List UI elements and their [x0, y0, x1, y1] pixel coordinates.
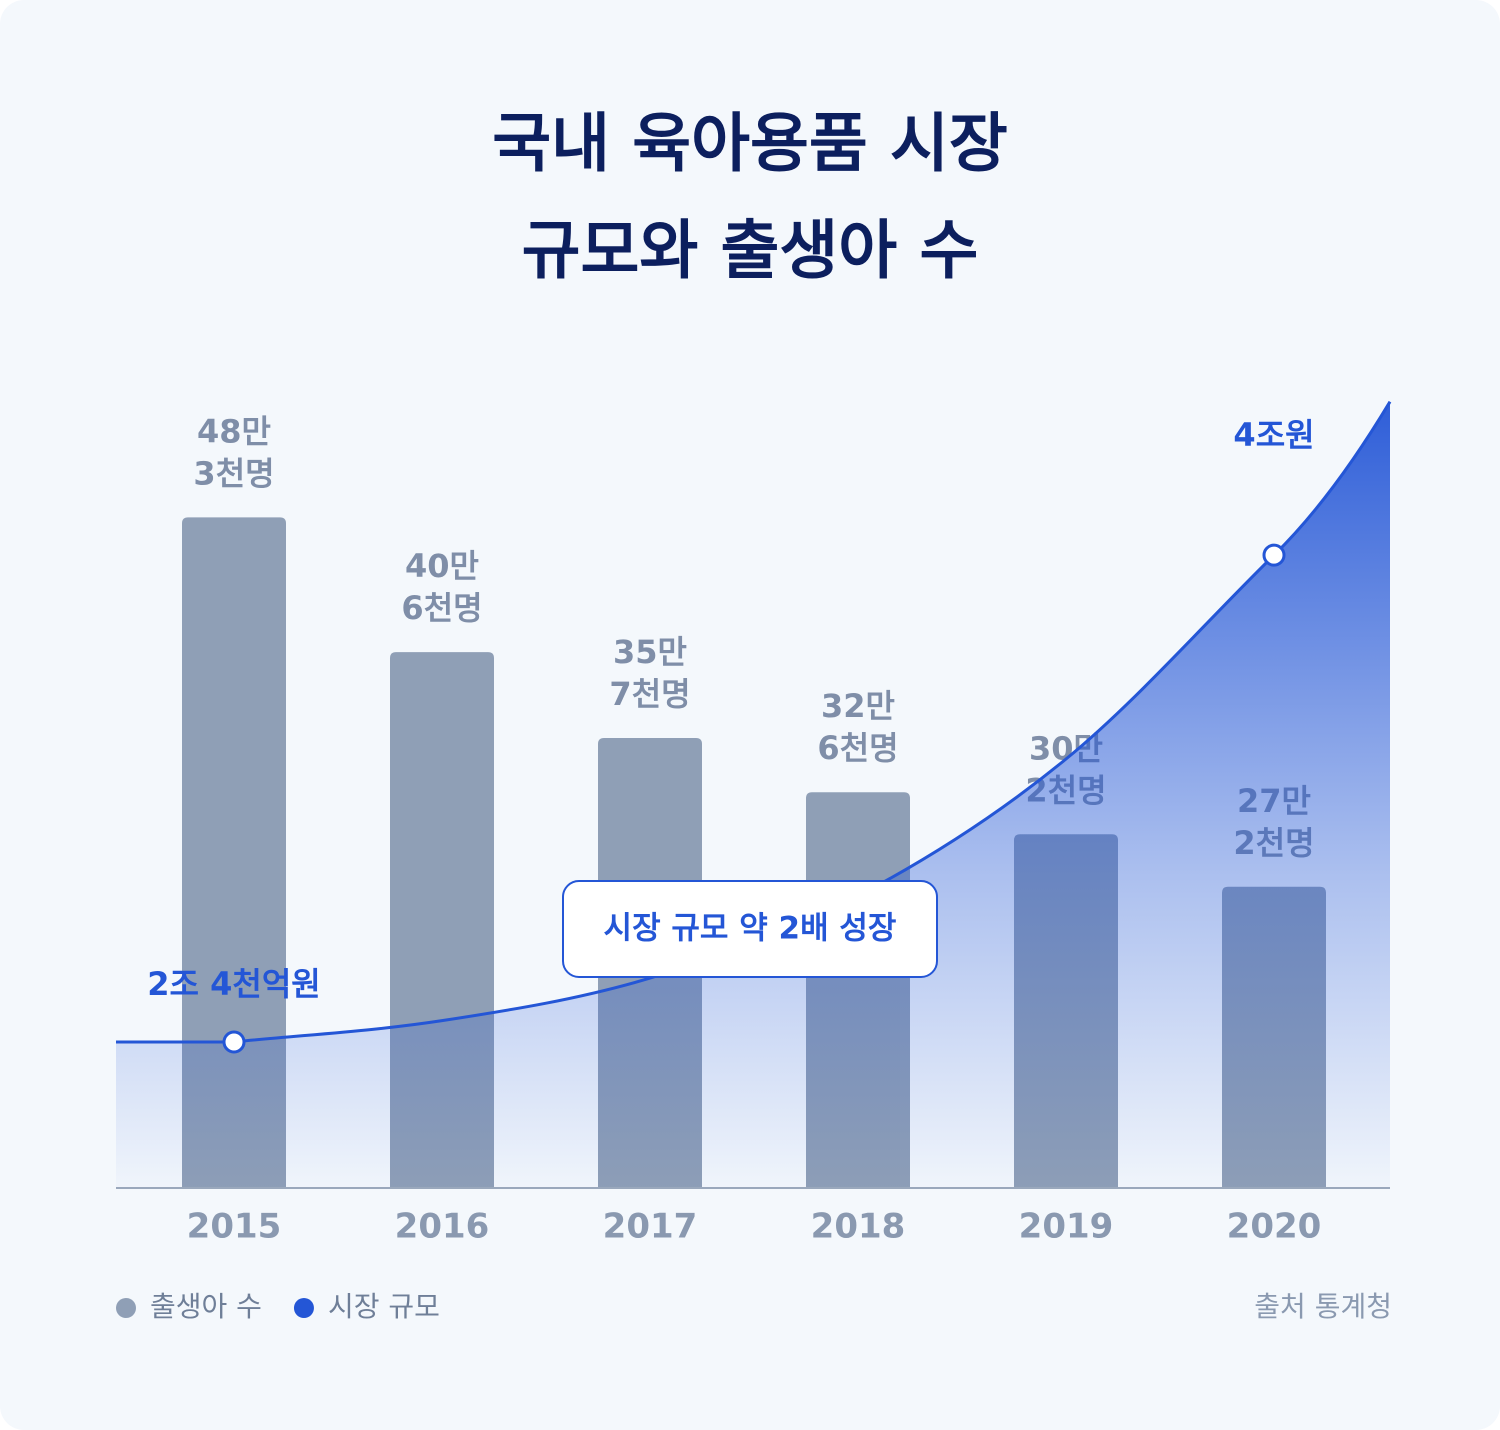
legend-marker: [293, 1298, 314, 1318]
legend-label: 시장 규모: [328, 1290, 440, 1323]
x-tick-label: 2017: [603, 1207, 698, 1247]
area-fill: [116, 401, 1390, 1188]
x-tick-label: 2018: [811, 1207, 906, 1247]
source: 출처 통계청: [1254, 1290, 1392, 1323]
value-label: 2조 4천억원: [147, 965, 320, 1003]
value-label: 35만: [613, 633, 687, 671]
x-tick-label: 2016: [395, 1207, 490, 1247]
value-label: 6천명: [401, 589, 482, 627]
legend-label: 출생아 수: [150, 1290, 262, 1323]
annotation: 시장 규모 약 2배 성장: [604, 911, 897, 947]
chart-title: 국내 육아용품 시장: [492, 108, 1008, 182]
plot: 2015 2016 2017 2018 2019 2020 48만 3천명 40만 6천명 35만 7…: [116, 400, 1392, 1323]
value-label: 7천명: [609, 675, 690, 713]
point: [222, 1030, 246, 1054]
value-label: 48만: [197, 412, 271, 450]
value-label: 6천명: [817, 729, 898, 767]
point: [1262, 543, 1286, 567]
value-label: 40만: [405, 547, 479, 585]
curve-extension: [1272, 400, 1392, 557]
value-label: 32만: [821, 687, 895, 725]
annotation-box: [562, 880, 938, 978]
x-tick-label: 2020: [1227, 1207, 1322, 1247]
value-label: 4조원: [1233, 416, 1314, 454]
legend-marker: [116, 1298, 136, 1318]
bar: [182, 517, 286, 1188]
x-tick-label: 2015: [187, 1207, 282, 1247]
x-tick-label: 2019: [1019, 1207, 1114, 1247]
chart-title: 규모와 출생아 수: [522, 215, 979, 289]
value-label: 3천명: [193, 454, 274, 492]
